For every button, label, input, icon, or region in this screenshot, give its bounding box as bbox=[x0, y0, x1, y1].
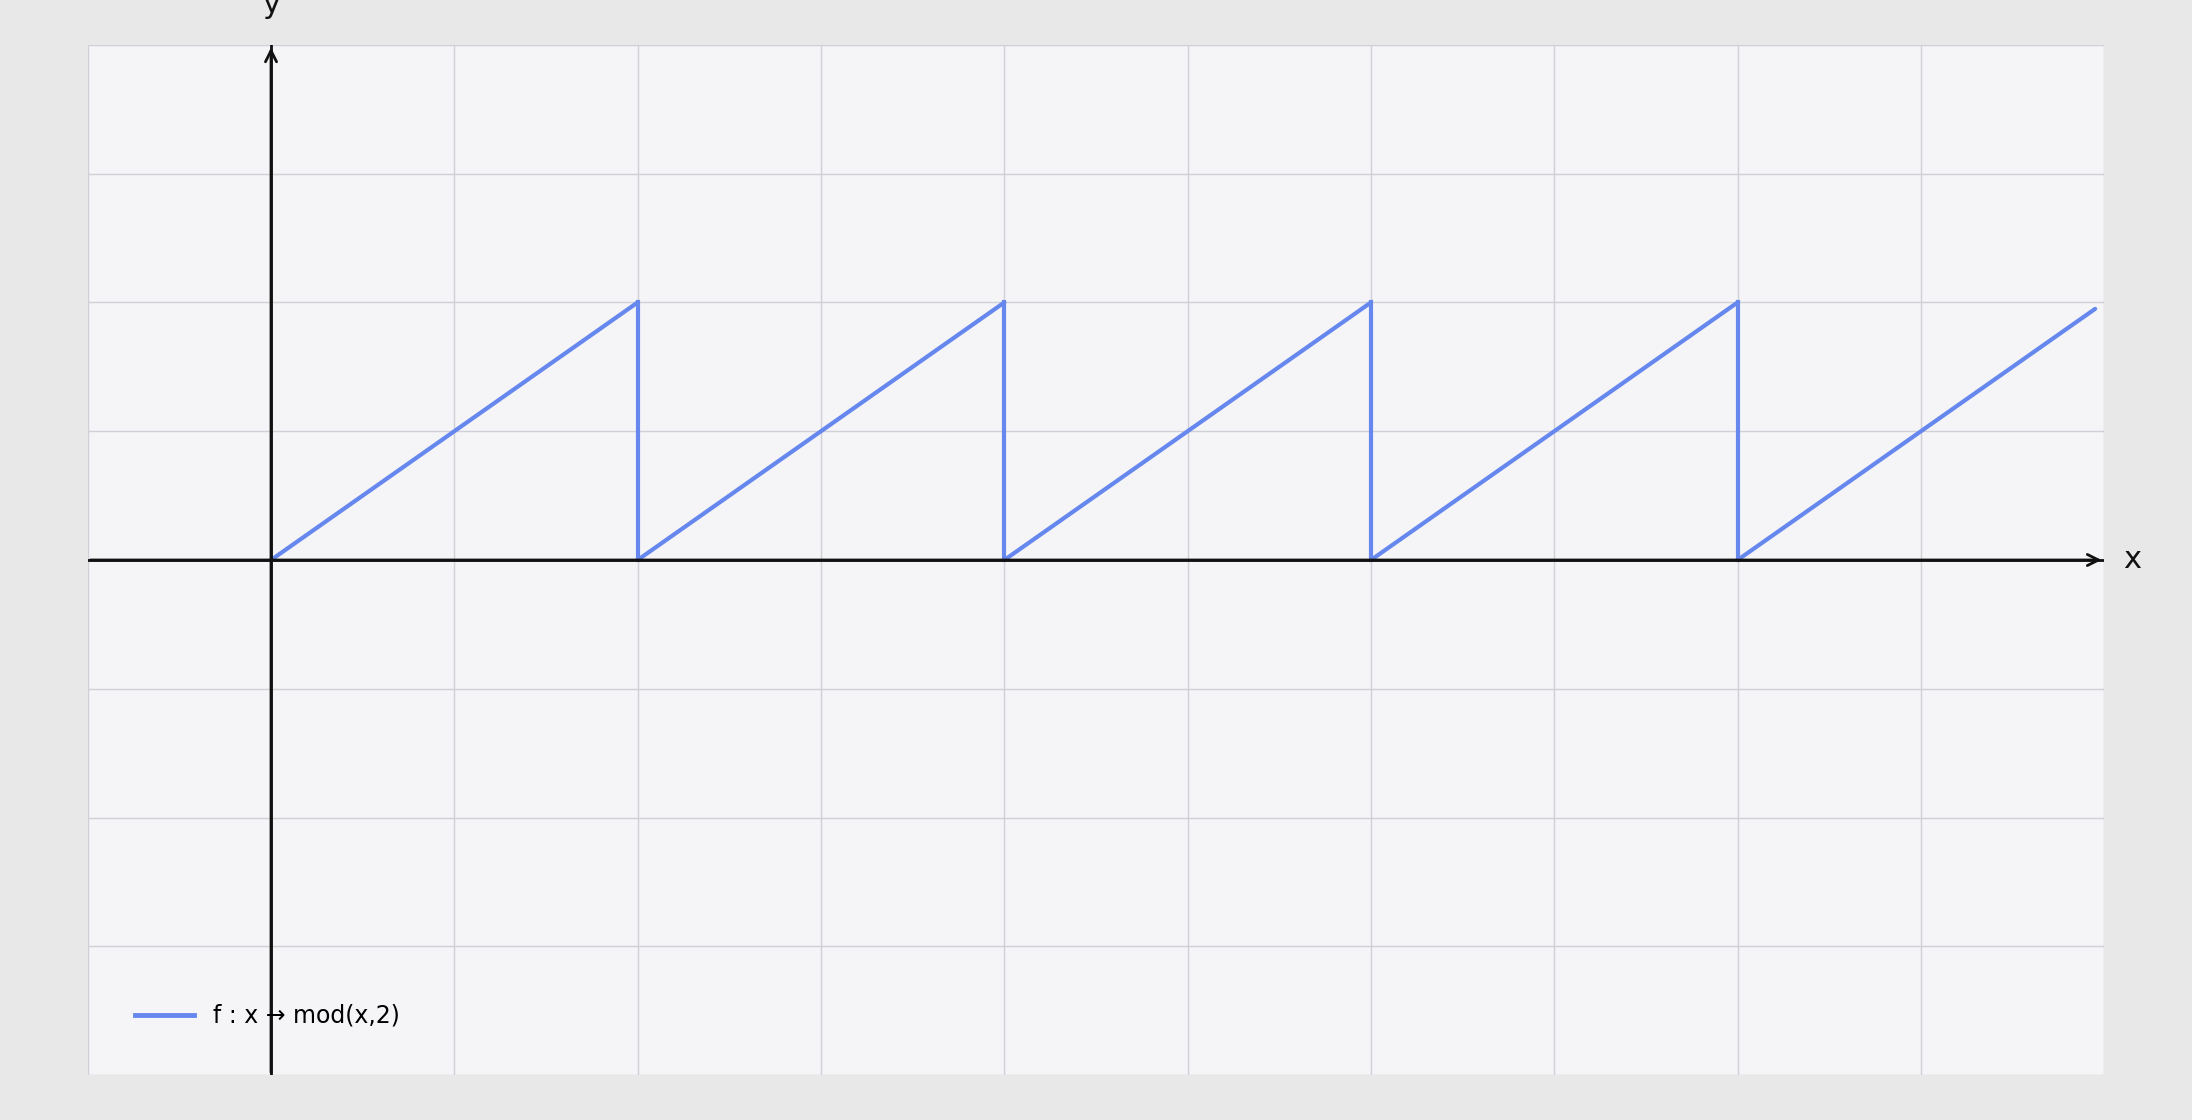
Text: x: x bbox=[2122, 545, 2142, 575]
Text: y: y bbox=[263, 0, 281, 19]
Legend: f : x → mod(x,2): f : x → mod(x,2) bbox=[99, 969, 434, 1063]
